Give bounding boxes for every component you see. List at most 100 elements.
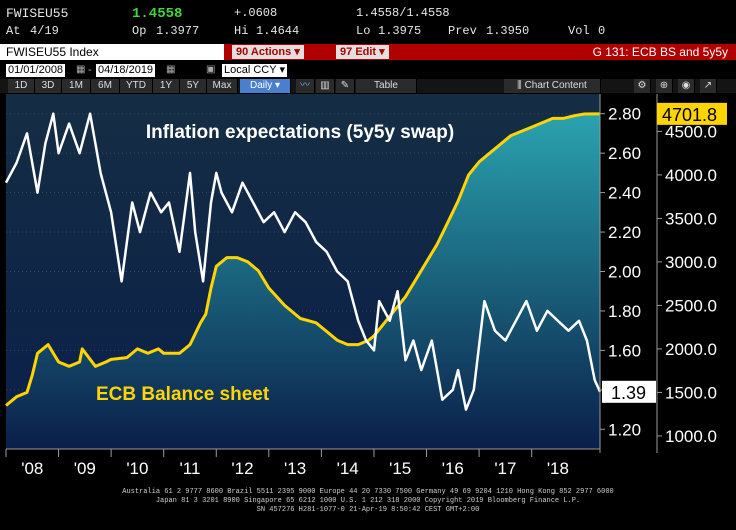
table-button[interactable]: Table — [356, 79, 417, 93]
actions-label: Actions — [250, 46, 292, 58]
line-chart-icon[interactable]: 〰 — [296, 79, 315, 93]
x-tick-label: '11 — [180, 459, 201, 478]
export-icon[interactable]: ↗ — [700, 79, 717, 93]
currency-select[interactable]: Local CCY ▾ — [222, 64, 287, 77]
x-tick-label: '12 — [231, 459, 253, 478]
period-1y-button[interactable]: 1Y — [153, 79, 180, 93]
right-tick-label: 1500.0 — [665, 383, 717, 402]
balance-sheet-area — [6, 113, 600, 450]
expand-icon[interactable]: ▣ — [206, 64, 216, 75]
left-tick-label: 2.20 — [608, 223, 641, 242]
right-axis: 1000.0 1500.0 2000.0 2500.0 3000.0 3500.0 4000… — [656, 94, 717, 453]
x-tick-label: '08 — [21, 459, 43, 478]
frequency-select[interactable]: Daily ▾ — [240, 79, 291, 93]
command-bar: FWISEU55 Index 90 Actions ▾ 97 Edit ▾ G … — [0, 44, 736, 60]
last-value-tags: 1.39 4701.8 — [602, 102, 727, 403]
calendar-icon[interactable]: ▦ — [76, 64, 86, 75]
low-label: Lo — [356, 24, 371, 38]
period-max-button[interactable]: Max — [207, 79, 238, 93]
chart-title: G 131: ECB BS and 5y5y — [592, 45, 728, 59]
period-1d-button[interactable]: 1D — [8, 79, 35, 93]
left-tick-label: 1.20 — [608, 420, 641, 439]
price-change: +.0608 — [234, 6, 278, 20]
right-tick-label: 1000.0 — [665, 427, 717, 446]
quote-bar: FWISEU55 1.4558 +.0608 1.4558/1.4558 — [0, 6, 736, 22]
zoom-icon[interactable]: ⊕ — [656, 79, 673, 93]
inflation-last-value: 1.39 — [611, 383, 646, 403]
open-label: Op — [132, 24, 147, 38]
x-axis: '08 '09 '10 '11 '12 '13 '14 '15 '16 '17 '18 — [5, 448, 600, 478]
right-tick-label: 4500.0 — [665, 122, 717, 141]
actions-menu-button[interactable]: 90 Actions ▾ — [232, 45, 304, 59]
right-tick-label: 2000.0 — [665, 340, 717, 359]
chevron-down-icon: ▾ — [294, 46, 300, 58]
inflation-line — [4, 112, 602, 411]
left-tick-label: 2.60 — [608, 144, 641, 163]
bar-chart-icon[interactable]: ▥ — [316, 79, 335, 93]
prev-label: Prev — [448, 24, 477, 38]
right-tick-label: 4000.0 — [665, 166, 717, 185]
right-tick-label: 2500.0 — [665, 296, 717, 315]
period-6m-button[interactable]: 6M — [91, 79, 120, 93]
view-icon[interactable]: ◉ — [678, 79, 695, 93]
inflation-annotation: Inflation expectations (5y5y swap) — [146, 122, 454, 143]
start-date-field[interactable]: 01/01/2008 — [6, 64, 66, 77]
settings-icon[interactable]: ⚙ — [634, 79, 651, 93]
chevron-down-icon: ▾ — [379, 46, 385, 58]
left-tick-label: 2.80 — [608, 105, 641, 124]
volume-value: 0 — [598, 24, 606, 38]
volume-label: Vol — [568, 24, 590, 38]
low-value: 1.3975 — [378, 24, 422, 38]
balance-last-value: 4701.8 — [662, 105, 717, 125]
prev-value: 1.3950 — [486, 24, 530, 38]
x-tick-label: '15 — [389, 459, 411, 478]
edit-menu-button[interactable]: 97 Edit ▾ — [336, 45, 389, 59]
calendar-icon[interactable]: ▦ — [166, 64, 176, 75]
chart-canvas: Inflation expectations (5y5y swap) ECB B… — [4, 94, 727, 478]
chart-content-button[interactable]: ⫼ Chart Content — [504, 79, 601, 93]
right-tick-label: 3000.0 — [665, 253, 717, 272]
balance-last-tag-bg — [657, 102, 727, 125]
draw-tool-icon[interactable]: ✎ — [336, 79, 355, 93]
chevron-down-icon: ▾ — [279, 64, 285, 76]
security-field[interactable]: FWISEU55 Index — [0, 44, 224, 60]
x-tick-label: '09 — [74, 459, 96, 478]
chevron-down-icon: ▾ — [274, 80, 281, 91]
high-value: 1.4644 — [256, 24, 300, 38]
x-tick-label: '13 — [284, 459, 306, 478]
frequency-label: Daily — [249, 80, 273, 91]
period-3d-button[interactable]: 3D — [35, 79, 62, 93]
footer-line-1: Australia 61 2 9777 8600 Brazil 5511 239… — [122, 488, 614, 496]
open-value: 1.3977 — [156, 24, 200, 38]
chart-content-icon: ⫼ — [517, 80, 522, 91]
at-value: 4/19 — [30, 24, 59, 38]
last-price: 1.4558 — [132, 6, 183, 22]
actions-shortcut: 90 — [236, 46, 249, 58]
last-range: 1.4558/1.4558 — [356, 6, 450, 20]
date-range-bar: 01/01/2008 ▦ - 04/18/2019 ▦ ▣ Local CCY … — [0, 64, 736, 78]
date-separator: - — [88, 64, 92, 76]
x-tick-label: '16 — [442, 459, 464, 478]
right-tick-label: 3500.0 — [665, 209, 717, 228]
quote-detail-bar: At 4/19 Op 1.3977 Hi 1.4644 Lo 1.3975 Pr… — [0, 24, 736, 40]
inflation-last-tag-bg — [602, 380, 656, 403]
high-label: Hi — [234, 24, 249, 38]
chart-content-label: Chart Content — [524, 80, 587, 91]
left-tick-label: 2.40 — [608, 184, 641, 203]
range-toolbar: 1D 3D 1M 6M YTD 1Y 5Y Max Daily ▾ 〰 ▥ ✎ … — [0, 79, 736, 93]
left-tick-label: 1.80 — [608, 302, 641, 321]
x-tick-label: '18 — [547, 459, 569, 478]
ticker-symbol: FWISEU55 — [6, 6, 69, 21]
left-tick-label: 2.00 — [608, 263, 641, 282]
footer-line-3: SN 457276 H281-1077-0 21-Apr-19 8:50:42 … — [256, 506, 480, 514]
currency-label: Local CCY — [224, 64, 277, 76]
end-date-field[interactable]: 04/18/2019 — [96, 64, 156, 77]
period-1m-button[interactable]: 1M — [62, 79, 91, 93]
balance-sheet-line — [5, 112, 600, 407]
left-axis: 1.201.401.601.802.002.202.402.602.80 — [599, 94, 641, 453]
period-ytd-button[interactable]: YTD — [120, 79, 153, 93]
x-tick-label: '17 — [494, 459, 516, 478]
footer-line-2: Japan 81 3 3201 8900 Singapore 65 6212 1… — [155, 497, 581, 505]
x-tick-label: '14 — [337, 459, 359, 478]
period-5y-button[interactable]: 5Y — [180, 79, 207, 93]
